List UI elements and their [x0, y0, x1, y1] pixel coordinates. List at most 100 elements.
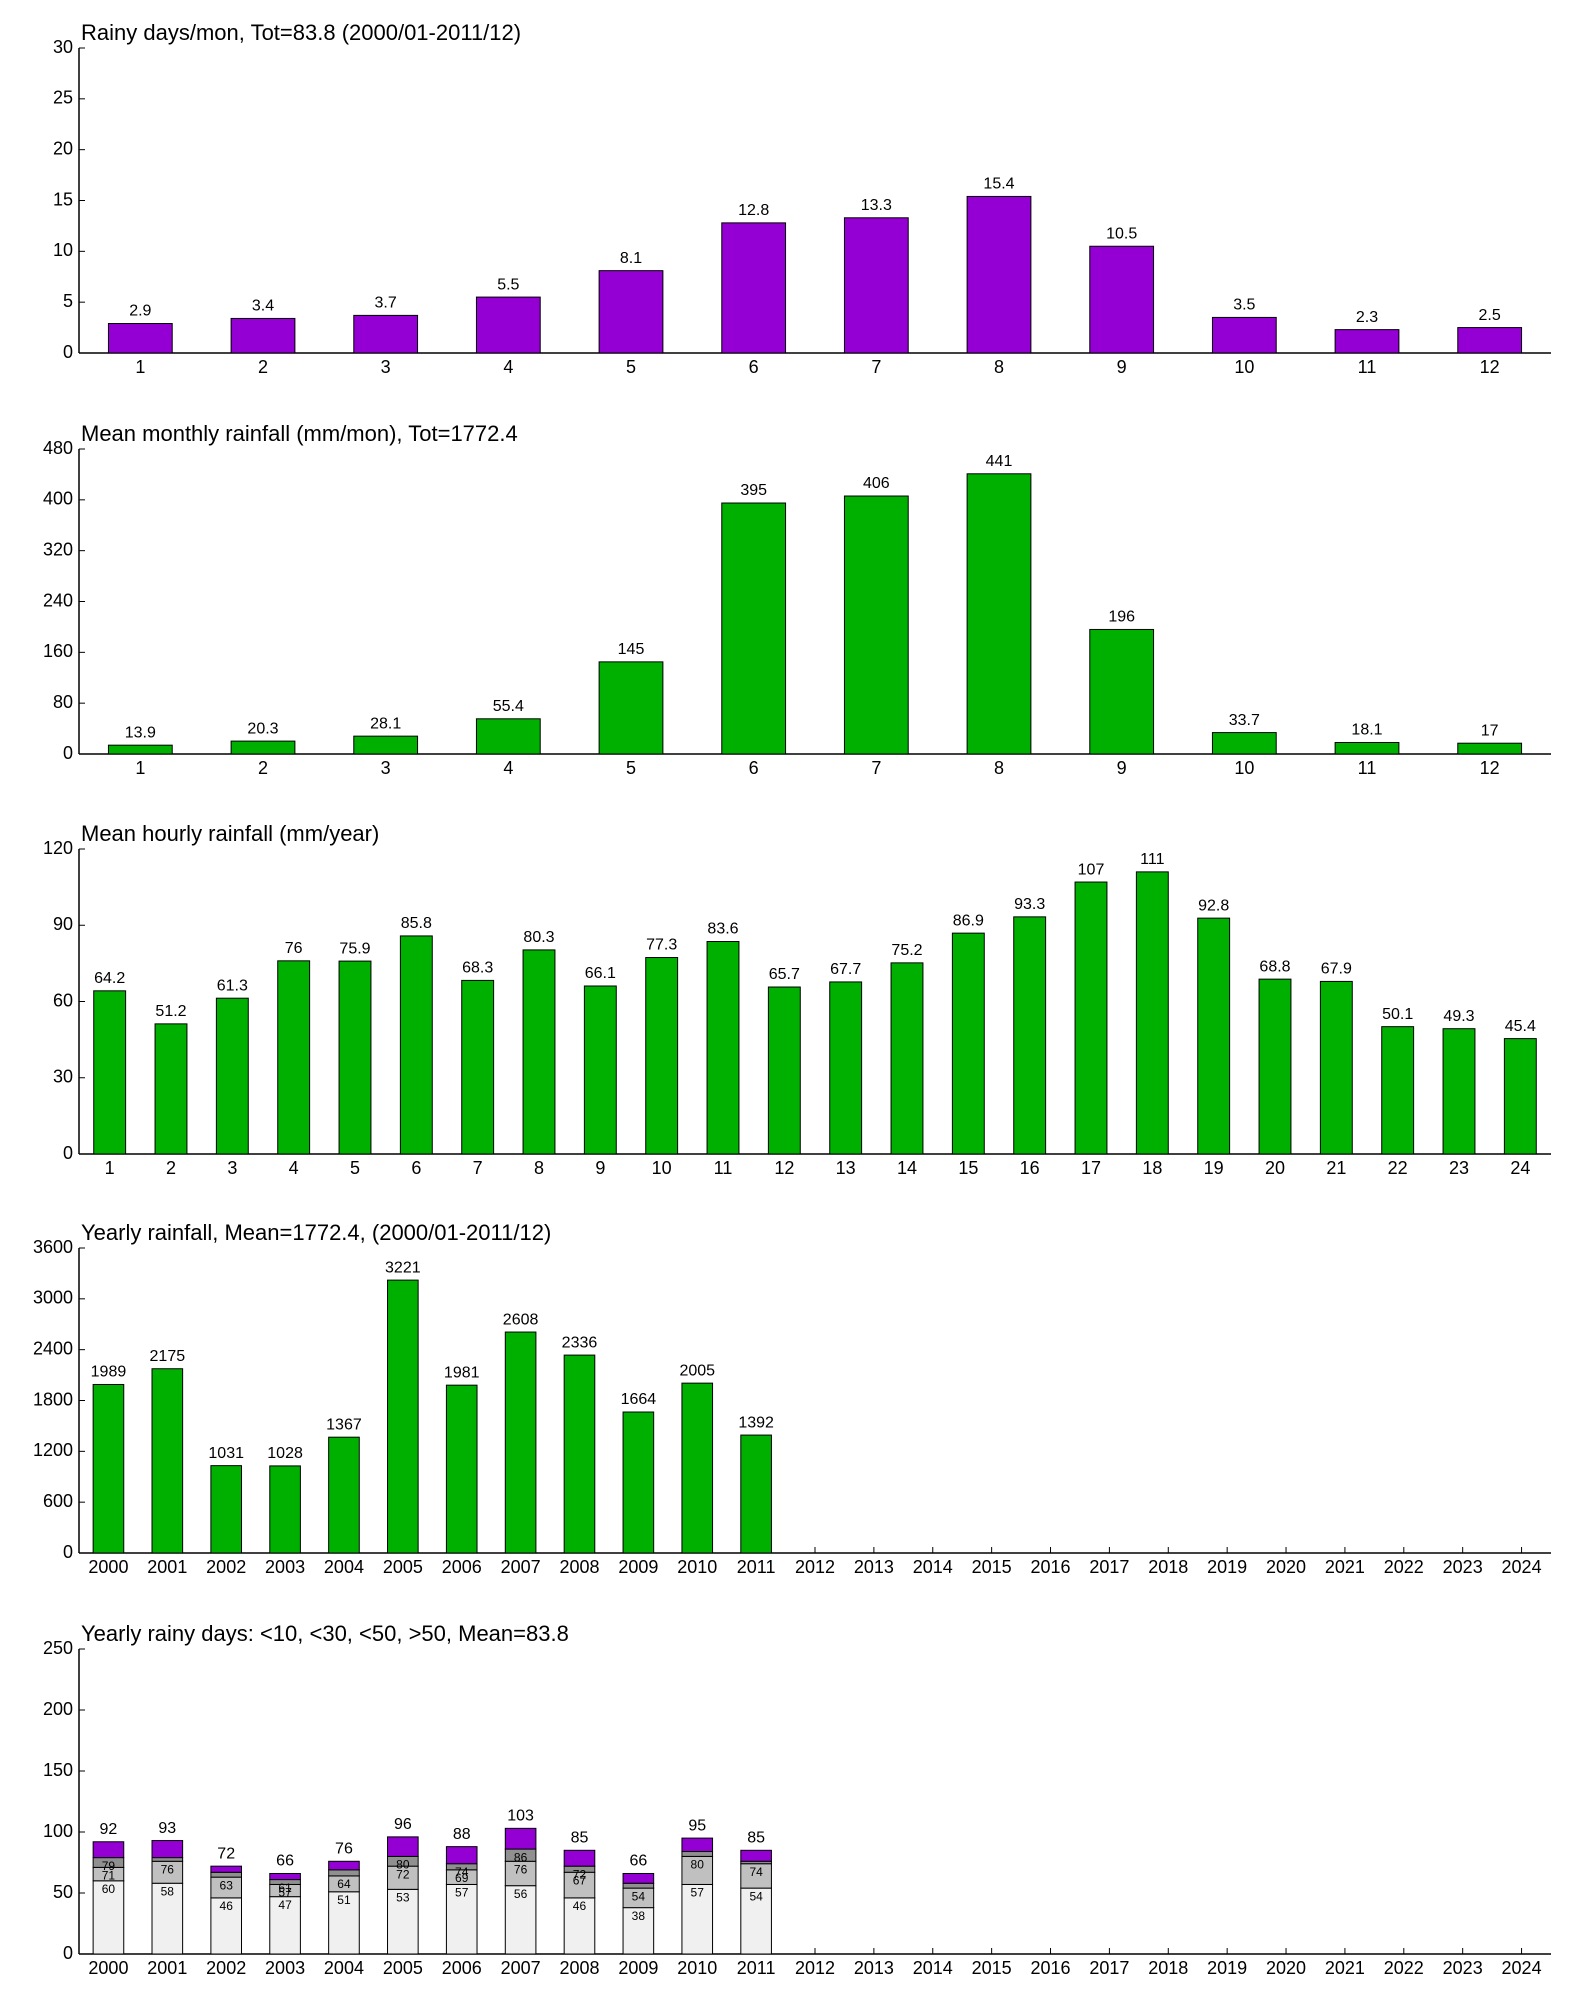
x-tick-label: 11 [1358, 357, 1377, 377]
segment-label: 54 [632, 1889, 646, 1903]
bar [461, 979, 495, 1155]
value-label: 13.3 [861, 197, 892, 214]
bar [681, 1382, 714, 1554]
bar [93, 990, 127, 1155]
value-label: 2005 [679, 1362, 715, 1379]
x-tick-label: 2006 [442, 1958, 482, 1978]
bar [277, 960, 311, 1155]
bar-segment [151, 1857, 184, 1862]
x-tick-label: 2002 [206, 1958, 246, 1978]
y-tick-label: 1200 [33, 1440, 73, 1460]
y-tick-label: 1800 [33, 1389, 73, 1409]
chart-title: Mean monthly rainfall (mm/mon), Tot=1772… [81, 421, 518, 446]
y-tick-label: 25 [53, 88, 73, 108]
bar [445, 1384, 478, 1554]
x-tick-label: 2005 [383, 1557, 423, 1577]
segment-label: 76 [335, 1840, 353, 1857]
value-label: 5.5 [497, 276, 519, 293]
bar-segment [445, 1846, 478, 1865]
segment-label: 66 [629, 1853, 647, 1870]
bar [1334, 741, 1400, 755]
bar [1013, 916, 1047, 1155]
value-label: 45.4 [1505, 1018, 1536, 1035]
bar [353, 314, 419, 354]
x-tick-label: 17 [1081, 1158, 1101, 1178]
segment-label: 85 [571, 1830, 589, 1847]
value-label: 66.1 [585, 965, 616, 982]
y-tick-label: 250 [43, 1638, 73, 1658]
x-tick-label: 2020 [1266, 1958, 1306, 1978]
segment-label: 63 [220, 1878, 234, 1892]
segment-label: 72 [396, 1867, 410, 1881]
segment-label: 57 [691, 1886, 705, 1900]
value-label: 76 [285, 940, 303, 957]
x-tick-label: 23 [1449, 1158, 1469, 1178]
bar [843, 217, 909, 354]
x-tick-label: 12 [1480, 357, 1500, 377]
value-label: 1367 [326, 1416, 362, 1433]
value-label: 12.8 [738, 202, 769, 219]
value-label: 2.9 [129, 303, 151, 320]
x-tick-label: 3 [381, 357, 391, 377]
x-tick-label: 2011 [737, 1958, 776, 1978]
value-label: 3221 [385, 1259, 421, 1276]
bar [475, 296, 541, 354]
segment-label: 51 [337, 1893, 351, 1907]
bar-segment [328, 1860, 360, 1871]
y-tick-label: 160 [43, 641, 73, 661]
y-tick-label: 20 [53, 138, 73, 158]
bar [269, 1465, 301, 1554]
value-label: 2608 [503, 1311, 539, 1328]
bar [353, 735, 419, 755]
bar [230, 740, 296, 755]
bar [1211, 732, 1277, 755]
value-label: 20.3 [247, 720, 278, 737]
value-label: 13.9 [125, 724, 156, 741]
x-tick-label: 2017 [1089, 1958, 1129, 1978]
y-tick-label: 100 [43, 1821, 73, 1841]
x-tick-label: 9 [1117, 758, 1127, 778]
bar [328, 1436, 360, 1554]
x-tick-label: 8 [994, 758, 1004, 778]
value-label: 55.4 [493, 698, 524, 715]
bar [1457, 327, 1523, 354]
segment-label: 57 [455, 1886, 469, 1900]
y-tick-label: 10 [53, 240, 73, 260]
segment-label: 79 [102, 1859, 116, 1873]
y-tick-label: 400 [43, 489, 73, 509]
x-tick-label: 11 [1358, 758, 1377, 778]
segment-label: 88 [453, 1826, 471, 1843]
x-tick-label: 2024 [1502, 1958, 1542, 1978]
bar-segment [740, 1887, 772, 1955]
bar [475, 718, 541, 755]
bar [622, 1411, 655, 1554]
x-tick-label: 22 [1388, 1158, 1408, 1178]
segment-label: 67 [573, 1873, 587, 1887]
bar-segment [210, 1871, 243, 1878]
segment-label: 64 [337, 1877, 351, 1891]
x-tick-label: 2004 [324, 1557, 364, 1577]
value-label: 2336 [562, 1334, 598, 1351]
value-label: 145 [618, 641, 645, 658]
segment-label: 46 [573, 1899, 587, 1913]
x-tick-label: 2011 [737, 1557, 776, 1577]
bar-segment [387, 1836, 419, 1857]
bar-segment [622, 1872, 655, 1884]
x-tick-label: 2008 [559, 1958, 599, 1978]
y-tick-label: 90 [53, 914, 73, 934]
x-tick-label: 2015 [972, 1557, 1012, 1577]
bar [966, 473, 1032, 755]
y-tick-label: 80 [53, 692, 73, 712]
x-tick-label: 2014 [913, 1958, 953, 1978]
x-tick-label: 12 [1480, 758, 1500, 778]
bar [951, 932, 985, 1155]
bar [767, 986, 801, 1155]
segment-label: 54 [749, 1889, 763, 1903]
x-tick-label: 16 [1020, 1158, 1040, 1178]
chart-title: Mean hourly rainfall (mm/year) [81, 821, 379, 846]
x-tick-label: 20 [1265, 1158, 1285, 1178]
bar [721, 222, 787, 354]
segment-label: 74 [749, 1865, 763, 1879]
value-label: 33.7 [1229, 712, 1260, 729]
bar [645, 957, 679, 1155]
